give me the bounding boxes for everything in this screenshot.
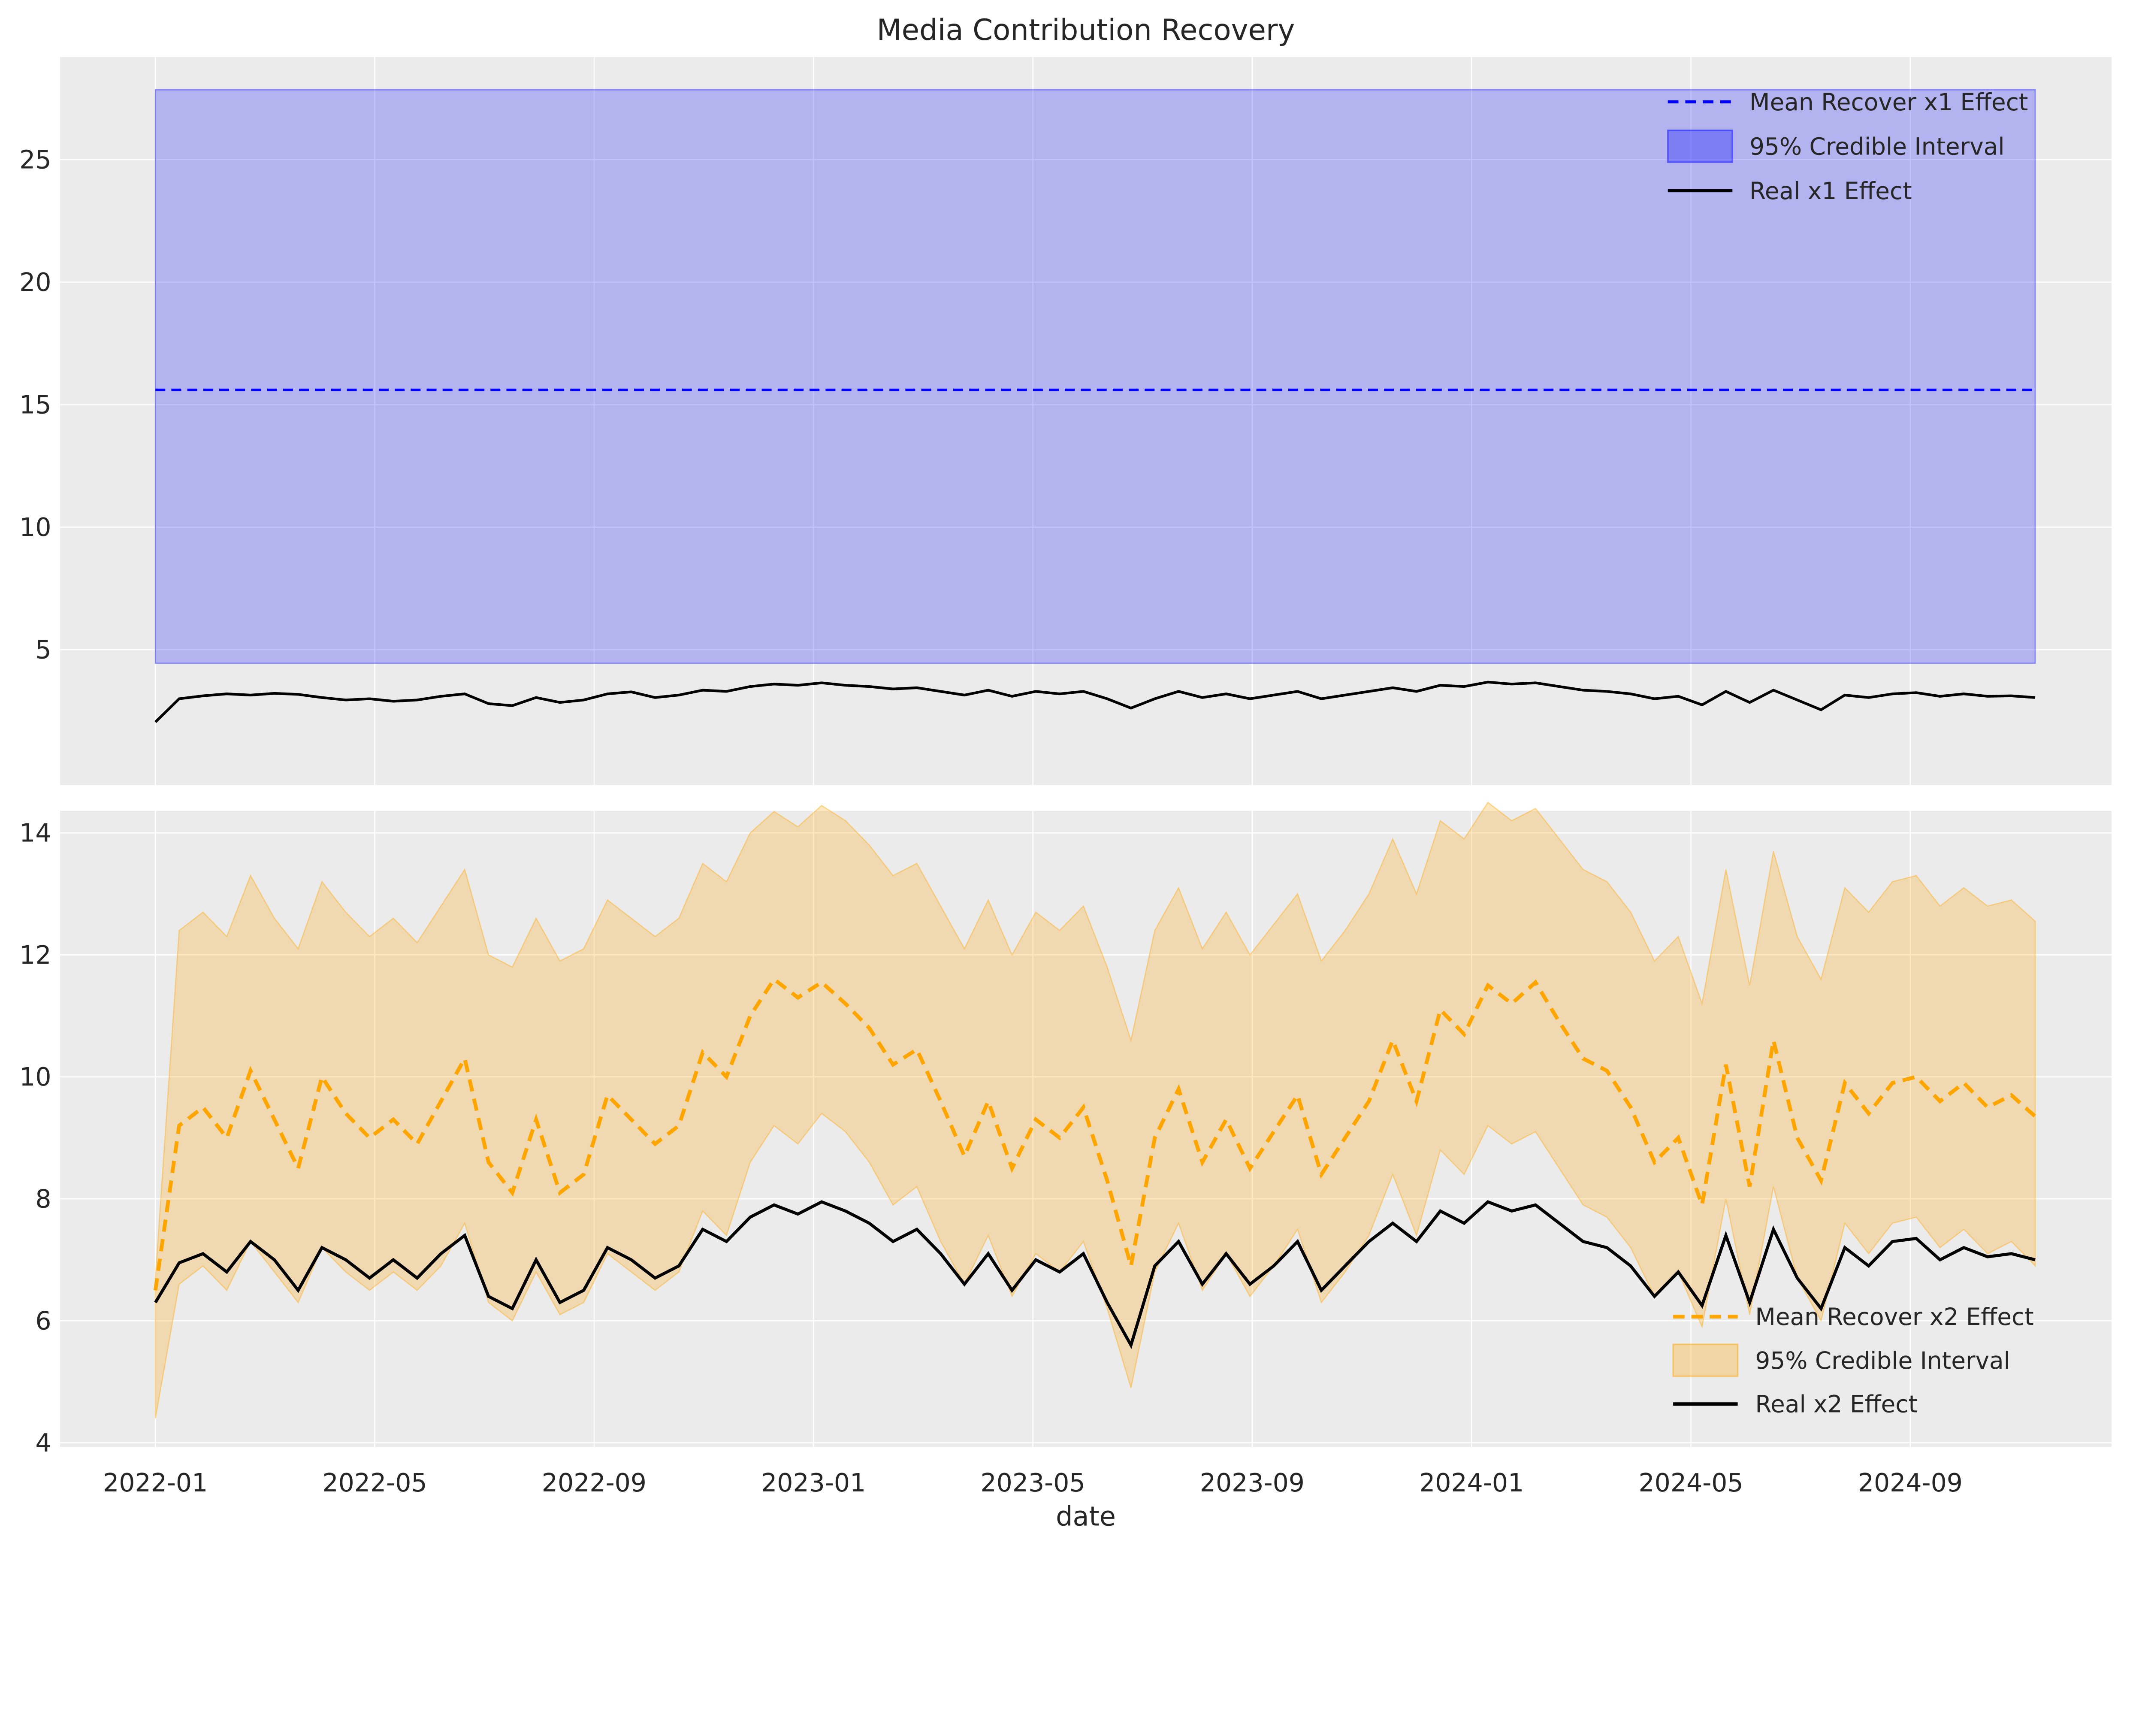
chart-title: Media Contribution Recovery bbox=[877, 13, 1295, 47]
ytick-label: 6 bbox=[35, 1307, 51, 1336]
ytick-label: 15 bbox=[19, 390, 51, 420]
legend-mean-x1-label: Mean Recover x1 Effect bbox=[1749, 88, 2028, 116]
x-axis-label: date bbox=[1056, 1501, 1116, 1532]
real-x2-line bbox=[154, 1200, 2036, 1349]
xtick-label: 2022-05 bbox=[322, 1468, 427, 1497]
plot-area-x2 bbox=[60, 811, 2112, 1447]
xtick-label: 2022-01 bbox=[103, 1468, 208, 1497]
credible-interval-band-x1 bbox=[154, 89, 2036, 664]
gridlines-x1 bbox=[60, 57, 2112, 785]
ytick-labels-x1: 5 10 15 20 25 bbox=[19, 145, 51, 664]
legend-x2: Mean Recover x2 Effect 95% Credible Inte… bbox=[1672, 1303, 2034, 1418]
figure: Media Contribution Recovery 5 10 15 20 25 Me… bbox=[19, 13, 2112, 1532]
legend-real-x1-label: Real x1 Effect bbox=[1749, 177, 1912, 205]
plot-area-x1 bbox=[60, 57, 2112, 785]
ytick-label: 10 bbox=[19, 513, 51, 542]
xtick-labels: 2022-01 2022-05 2022-09 2023-01 2023-05 2023-… bbox=[103, 1468, 1963, 1497]
mean-recover-x2-line bbox=[153, 976, 2037, 1291]
ytick-label: 12 bbox=[19, 941, 51, 970]
xtick-label: 2022-09 bbox=[542, 1468, 647, 1497]
legend-real-x2-label: Real x2 Effect bbox=[1755, 1391, 1918, 1418]
xtick-label: 2024-05 bbox=[1638, 1468, 1743, 1497]
real-x1-line bbox=[154, 680, 2036, 723]
ytick-label: 10 bbox=[19, 1062, 51, 1092]
credible-interval-band-x2 bbox=[154, 801, 2036, 1418]
xtick-label: 2023-09 bbox=[1200, 1468, 1305, 1497]
legend-mean-x2-label: Mean Recover x2 Effect bbox=[1755, 1303, 2033, 1331]
legend-ci-x2-label: 95% Credible Interval bbox=[1755, 1347, 2010, 1374]
legend-x1: Mean Recover x1 Effect 95% Credible Inte… bbox=[1667, 88, 2028, 205]
legend-ci-x1-label: 95% Credible Interval bbox=[1749, 133, 2005, 160]
subplot-x1: 5 10 15 20 25 Mean Recover x1 Effect 95% Cre… bbox=[19, 57, 2112, 785]
legend-ci-x2-swatch bbox=[1672, 1343, 1739, 1377]
ytick-label: 5 bbox=[35, 635, 51, 665]
ytick-label: 20 bbox=[19, 268, 51, 297]
gridlines-x2 bbox=[60, 811, 2112, 1447]
ytick-label: 25 bbox=[19, 145, 51, 174]
xtick-label: 2024-01 bbox=[1419, 1468, 1524, 1497]
ytick-label: 14 bbox=[19, 819, 51, 848]
xtick-label: 2023-01 bbox=[761, 1468, 866, 1497]
xtick-label: 2024-09 bbox=[1858, 1468, 1963, 1497]
ytick-label: 4 bbox=[35, 1428, 51, 1458]
legend-ci-x1-swatch bbox=[1667, 129, 1734, 163]
xtick-label: 2023-05 bbox=[980, 1468, 1085, 1497]
ytick-label: 8 bbox=[35, 1184, 51, 1213]
ytick-labels-x2: 4 6 8 10 12 14 bbox=[19, 819, 51, 1458]
